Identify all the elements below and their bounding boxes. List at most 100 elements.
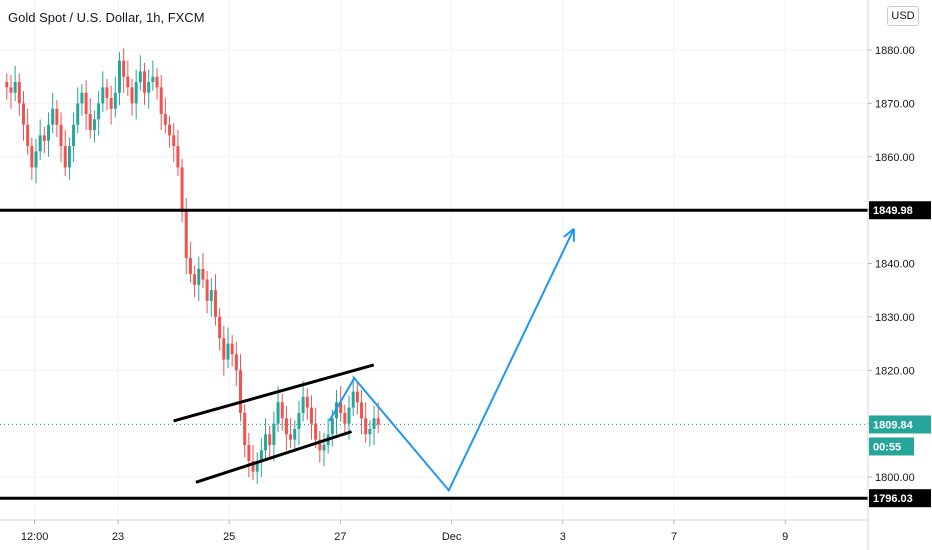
candle-body [230,343,234,355]
candle-body [155,76,159,88]
candle-body [184,210,188,259]
price-tags: 1849.98 1796.03 1809.84 00:55 [869,201,931,508]
candle-body [76,103,80,125]
candle-body [259,450,263,461]
countdown-tag-label: 00:55 [873,441,901,453]
x-tick-label: 9 [782,531,788,543]
level-tag-label: 1849.98 [873,205,913,217]
candle-body [122,60,126,77]
candle-body [72,124,76,147]
candle-body [84,92,88,115]
candle-body [305,396,309,408]
candle-body [268,434,272,445]
candle-body [247,444,251,461]
candle-body [372,418,376,429]
projection-line [328,228,575,493]
chart-title: Gold Spot / U.S. Dollar, 1h, FXCM [8,10,205,25]
candle-body [17,82,21,104]
price-channel [173,363,375,484]
candle-body [126,76,130,88]
candle-body [188,258,192,275]
x-tick-label: 27 [334,531,346,543]
channel-upper-line [173,363,375,423]
candle-body [234,354,238,371]
candle-body [197,268,201,285]
candle-body [272,423,276,445]
candle-body [159,87,163,115]
candle-body [109,98,113,109]
x-tick-label: 23 [112,531,124,543]
candle-body [47,124,51,141]
x-tick-label: 25 [223,531,235,543]
candle-body [264,434,268,451]
current-price-tag-bg [869,415,931,434]
candles [5,48,380,484]
candle-body [280,402,284,419]
candle-body [301,396,305,413]
level-tag-bg [869,201,931,220]
candle-body [193,274,197,285]
candle-body [80,92,84,104]
candle-body [284,418,288,435]
candle-body [97,103,101,120]
candle-body [201,268,205,280]
y-tick-label: 1840.00 [875,259,915,271]
candle-body [30,146,34,168]
level-tag-label: 1796.03 [873,493,913,505]
candle-body [147,82,151,93]
candle-body [9,87,13,93]
candle-body [138,71,142,83]
current-price-tag-label: 1809.84 [873,419,914,431]
candle-body [38,135,42,152]
candle-body [67,146,71,168]
x-tick-label: 12:00 [21,531,49,543]
candle-body [239,370,243,413]
candle-body [163,114,167,125]
candle-body [205,279,209,301]
candle-body [376,418,380,425]
y-tick-label: 1860.00 [875,152,915,164]
arrow-head [563,228,575,238]
level-tag-bg [869,489,931,508]
candle-body [143,71,147,93]
candle-body [251,460,255,472]
candle-body [88,114,92,131]
candle-body [243,412,247,445]
candle-body [213,290,217,317]
candle-body [55,108,59,125]
candle-body [226,343,230,360]
candle-body [297,412,301,429]
candle-body [209,290,213,301]
x-axis-ticks: 12:00 23 25 27 Dec 3 7 9 [21,520,788,543]
candle-body [168,124,172,136]
candle-body [293,428,297,440]
candle-body [347,407,351,424]
candle-body [314,423,318,440]
candle-body [364,418,368,435]
candle-body [339,402,343,413]
candle-body [343,412,347,424]
candle-body [5,82,9,88]
candle-body [276,402,280,424]
channel-lower-line [195,430,352,484]
countdown-tag-bg [869,437,914,456]
candle-body [218,316,222,339]
candle-body [92,119,96,131]
candle-body [322,444,326,451]
x-tick-label: 7 [671,531,677,543]
candle-body [117,60,121,93]
candle-body [59,124,63,147]
y-tick-label: 1820.00 [875,365,915,377]
candle-body [134,82,138,104]
candle-body [355,391,359,403]
grid-lines [0,0,868,520]
y-tick-label: 1800.00 [875,472,915,484]
candle-body [368,428,372,435]
candle-body [176,146,180,168]
currency-button[interactable]: USD [887,6,919,26]
horizontal-levels [0,208,868,500]
y-tick-label: 1830.00 [875,312,915,324]
candle-body [172,135,176,147]
candle-body [351,391,355,408]
